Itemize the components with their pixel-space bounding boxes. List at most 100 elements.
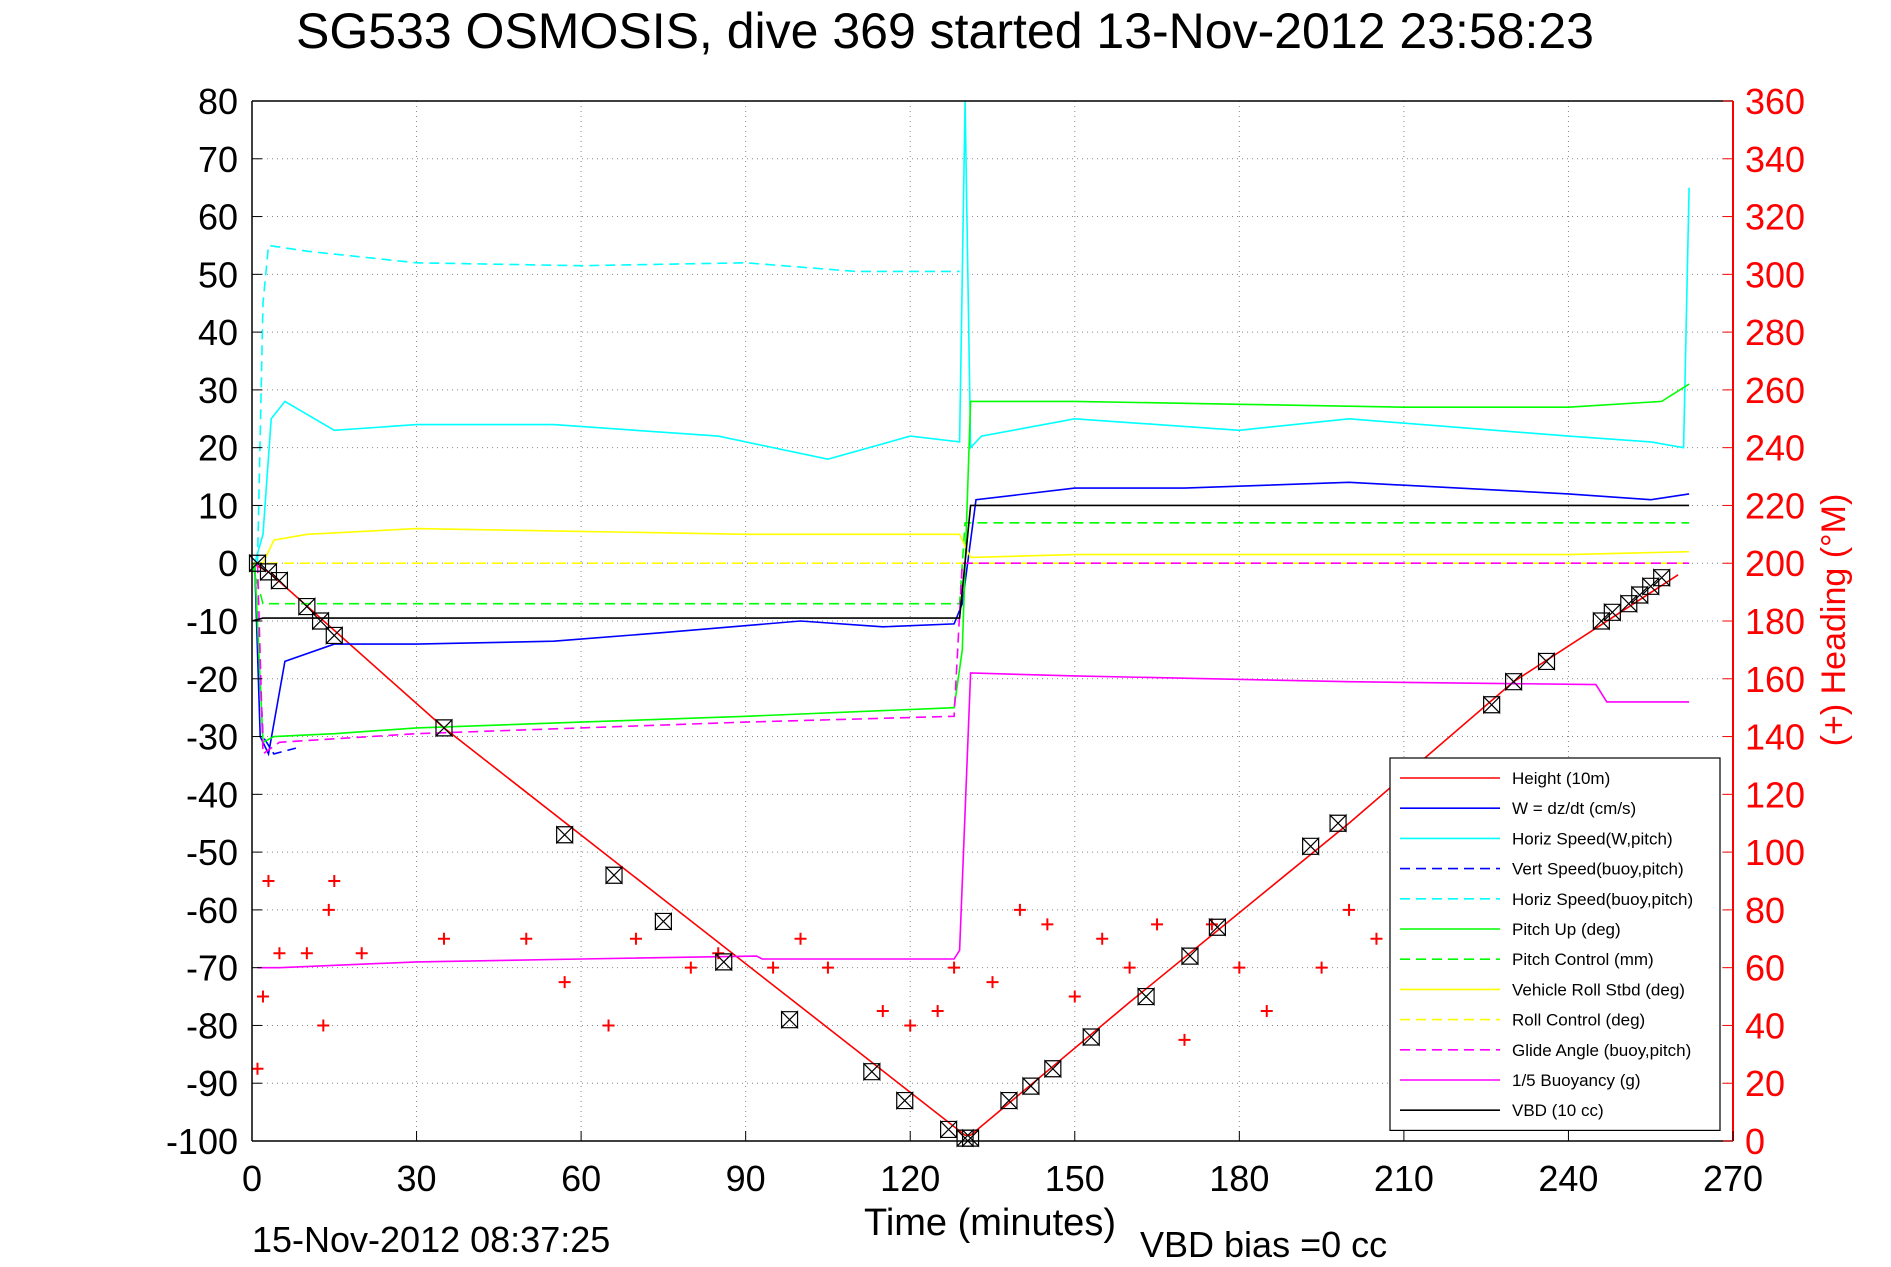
heading-point xyxy=(904,1019,917,1032)
height-marker xyxy=(556,825,574,845)
y-tick-label: 40 xyxy=(198,312,238,353)
heading-point xyxy=(437,932,450,945)
heading-point xyxy=(1068,990,1081,1003)
heading-point xyxy=(794,932,807,945)
heading-point xyxy=(1151,918,1164,931)
series-line-7 xyxy=(252,527,1690,565)
y2-tick-label: 180 xyxy=(1745,601,1805,642)
legend-entry: Pitch Up (deg) xyxy=(1512,920,1621,939)
heading-point xyxy=(1233,961,1246,974)
height-marker xyxy=(1483,695,1501,715)
series-line-5 xyxy=(253,383,1690,744)
y-tick-label: -50 xyxy=(186,832,238,873)
height-marker xyxy=(1181,946,1199,966)
height-marker xyxy=(863,1062,881,1082)
y-tick-label: 60 xyxy=(198,197,238,238)
heading-point xyxy=(1178,1033,1191,1046)
y2-tick-label: 20 xyxy=(1745,1063,1785,1104)
heading-point xyxy=(355,947,368,960)
height-marker xyxy=(325,625,343,645)
heading-point xyxy=(767,961,780,974)
legend-entry: VBD (10 cc) xyxy=(1512,1101,1604,1120)
y-tick-label: -70 xyxy=(186,948,238,989)
series-lines xyxy=(248,100,1690,1148)
legend-entry: Vehicle Roll Stbd (deg) xyxy=(1512,980,1685,999)
y2-tick-label: 140 xyxy=(1745,717,1805,758)
height-marker xyxy=(1653,568,1671,588)
heading-point xyxy=(1096,932,1109,945)
y-tick-label: -10 xyxy=(186,601,238,642)
x-axis-label: Time (minutes) xyxy=(864,1202,1116,1244)
series-line-1 xyxy=(253,481,1690,757)
y-tick-label: -40 xyxy=(186,774,238,815)
heading-point xyxy=(256,990,269,1003)
series-line-9 xyxy=(256,562,1690,756)
height-marker xyxy=(1137,987,1155,1007)
y2-tick-label: 200 xyxy=(1745,543,1805,584)
legend-entry: Pitch Control (mm) xyxy=(1512,950,1654,969)
heading-point xyxy=(273,947,286,960)
heading-point xyxy=(251,1062,264,1075)
height-marker xyxy=(1000,1091,1018,1111)
heading-point xyxy=(328,875,341,887)
x-tick-label: 0 xyxy=(242,1158,262,1199)
height-marker xyxy=(605,865,623,885)
heading-point xyxy=(1370,932,1383,945)
y2-axis-label: (+) Heading (°M) xyxy=(1815,494,1853,747)
heading-point xyxy=(1013,903,1026,916)
footer-vbd-bias: VBD bias =0 cc xyxy=(1140,1224,1387,1262)
heading-point xyxy=(558,976,571,989)
height-marker xyxy=(1208,917,1226,937)
y2-tick-label: 100 xyxy=(1745,832,1805,873)
y-tick-label: -80 xyxy=(186,1005,238,1046)
series-line-11 xyxy=(251,504,1690,622)
legend-entry: Horiz Speed(W,pitch) xyxy=(1512,829,1673,848)
legend-entry: W = dz/dt (cm/s) xyxy=(1512,799,1636,818)
y2-tick-label: 220 xyxy=(1745,485,1805,526)
height-marker xyxy=(654,911,672,931)
y-tick-label: -100 xyxy=(166,1121,238,1162)
x-tick-label: 90 xyxy=(726,1158,766,1199)
heading-point xyxy=(684,961,697,974)
heading-point xyxy=(1205,918,1218,931)
height-marker xyxy=(1302,836,1320,856)
y-tick-label: 30 xyxy=(198,370,238,411)
heading-point xyxy=(931,1005,944,1017)
heading-point xyxy=(262,875,275,887)
height-marker xyxy=(1537,651,1556,671)
heading-point xyxy=(629,932,642,945)
legend-entry: Height (10m) xyxy=(1512,769,1610,788)
x-tick-label: 30 xyxy=(397,1158,437,1199)
heading-point xyxy=(1123,961,1136,974)
legend-entry: Vert Speed(buoy,pitch) xyxy=(1512,860,1684,879)
height-marker xyxy=(715,952,733,972)
axes: 0 30 60 90 120 150 180 210 240 270 80 70 60 50 40 30 20 1… xyxy=(166,81,1805,1199)
x-tick-label: 210 xyxy=(1374,1158,1434,1199)
legend-entry: 1/5 Buoyancy (g) xyxy=(1512,1071,1641,1090)
y2-tick-label: 60 xyxy=(1745,948,1785,989)
legend-entry: Roll Control (deg) xyxy=(1512,1011,1645,1030)
x-tick-label: 60 xyxy=(561,1158,601,1199)
x-tick-label: 120 xyxy=(880,1158,940,1199)
height-marker xyxy=(780,1010,799,1030)
y2-tick-label: 360 xyxy=(1745,81,1805,122)
y-tick-label: 50 xyxy=(198,254,238,295)
height-marker xyxy=(1022,1076,1040,1096)
series-line-4 xyxy=(256,244,960,564)
y2-tick-label: 280 xyxy=(1745,312,1805,353)
height-marker xyxy=(1082,1027,1100,1047)
heading-point xyxy=(1343,903,1356,916)
x-tick-label: 270 xyxy=(1703,1158,1763,1199)
series-line-2 xyxy=(253,100,1690,564)
series-line-10 xyxy=(257,672,1690,969)
height-marker xyxy=(270,571,289,591)
heading-point xyxy=(948,961,961,974)
footer-timestamp: 15-Nov-2012 08:37:25 xyxy=(252,1219,610,1260)
legend-entry: Glide Angle (buoy,pitch) xyxy=(1512,1041,1691,1060)
heading-point xyxy=(1041,918,1054,931)
heading-point xyxy=(322,903,335,916)
y2-tick-label: 340 xyxy=(1745,139,1805,180)
heading-point xyxy=(300,947,313,960)
height-marker xyxy=(1329,813,1347,833)
